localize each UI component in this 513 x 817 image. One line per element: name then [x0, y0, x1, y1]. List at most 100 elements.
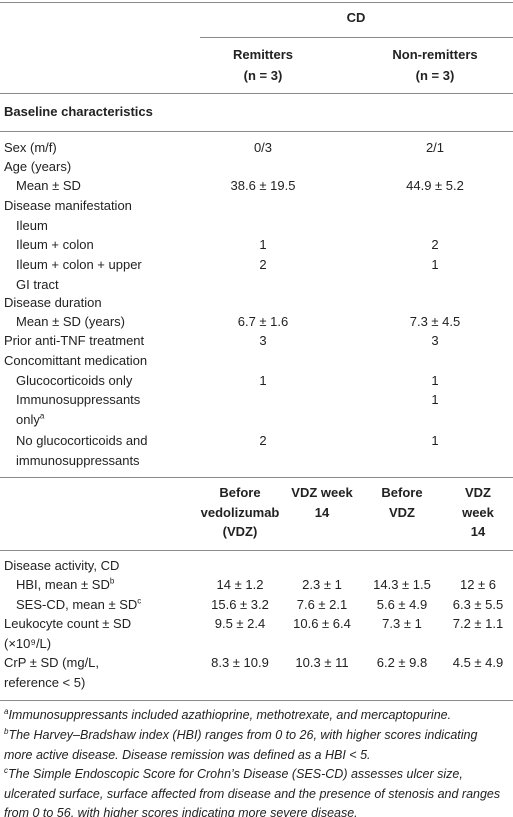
cell: 1 [259, 373, 267, 388]
section-title: Baseline characteristics [4, 104, 153, 119]
row-label: SES-CD, mean ± SDc [16, 595, 206, 615]
cell: 38.6 ± 19.5 [230, 178, 296, 193]
row-label: CrP ± SD (mg/L, reference < 5) [4, 653, 156, 692]
cell: 2 [259, 257, 267, 272]
footnote-mark: b [4, 726, 9, 736]
row-label: Mean ± SD (years) [16, 312, 216, 332]
cell: 7.2 ± 1.1 [452, 616, 504, 631]
footnote: bThe Harvey–Bradshaw index (HBI) ranges … [4, 726, 509, 765]
cell: 2 [431, 237, 439, 252]
row-label-text: SES-CD, mean ± SD [16, 597, 138, 612]
row-label: No glucocorticoids and immunosuppressant… [16, 431, 168, 470]
cell: 5.6 ± 4.9 [376, 597, 428, 612]
rule [0, 550, 513, 551]
cell: 7.6 ± 2.1 [296, 597, 348, 612]
rule [0, 700, 513, 701]
row-label: Disease duration [4, 293, 204, 313]
column-n: (n = 3) [415, 68, 455, 83]
cell: 2.3 ± 1 [302, 577, 342, 592]
rule [200, 37, 513, 38]
row-label-text: CrP ± SD (mg/L, reference < 5) [4, 655, 100, 690]
cell: 8.3 ± 10.9 [211, 655, 269, 670]
row-label: Concomittant medication [4, 351, 204, 371]
column-header: VDZ week 14 [291, 485, 353, 520]
row-label: Glucocorticoids only [16, 371, 216, 391]
cell: 3 [431, 333, 439, 348]
cell: 6.2 ± 9.8 [376, 655, 428, 670]
rule [0, 2, 513, 3]
cell: 1 [431, 373, 439, 388]
rule [0, 131, 513, 132]
row-label: Mean ± SD [16, 176, 216, 196]
cell: 15.6 ± 3.2 [211, 597, 269, 612]
row-label-text: Age (years) [4, 159, 72, 174]
cell: 14 ± 1.2 [216, 577, 264, 592]
cell: 6.3 ± 5.5 [452, 597, 504, 612]
cell: 1 [431, 392, 439, 407]
cell: 1 [431, 433, 439, 448]
column-header: Non-remitters [392, 47, 478, 62]
cell: 2/1 [425, 140, 445, 155]
group-header: CD [346, 10, 366, 25]
footnote-text: The Harvey–Bradshaw index (HBI) ranges f… [4, 728, 478, 762]
row-label: Prior anti-TNF treatment [4, 331, 204, 351]
column-header: Before VDZ [381, 485, 423, 520]
row-label: HBI, mean ± SDb [16, 575, 206, 595]
cell: 44.9 ± 5.2 [406, 178, 464, 193]
cell: 1 [431, 257, 439, 272]
row-label: Ileum [16, 216, 216, 236]
cell: 3 [259, 333, 267, 348]
cell: 9.5 ± 2.4 [214, 616, 266, 631]
rule [0, 477, 513, 478]
row-label-text: HBI, mean ± SD [16, 577, 110, 592]
row-label-text: Mean ± SD [16, 178, 81, 193]
cell: 7.3 ± 1 [382, 616, 422, 631]
footnote-mark: c [4, 765, 8, 775]
column-header: VDZ week 14 [462, 485, 494, 539]
footnote-text: The Simple Endoscopic Score for Crohn’s … [4, 767, 501, 817]
row-label: Leukocyte count ± SD (×10⁹/L) [4, 614, 176, 653]
row-label-text: Ileum + colon + upper GI tract [16, 257, 142, 292]
cell: 10.6 ± 6.4 [293, 616, 351, 631]
cell: 1 [259, 237, 267, 252]
footnote-mark: a [4, 706, 9, 716]
row-label-text: Disease duration [4, 295, 102, 310]
cell: 7.3 ± 4.5 [409, 314, 461, 329]
column-n: (n = 3) [243, 68, 283, 83]
footnote-text: Immunosuppressants included azathioprine… [8, 708, 452, 722]
cell: 12 ± 6 [459, 577, 497, 592]
column-header: Remitters [233, 47, 293, 62]
cell: 4.5 ± 4.9 [452, 655, 504, 670]
cell: 0/3 [253, 140, 273, 155]
row-label: Sex (m/f) [4, 138, 204, 158]
row-label-text: Ileum + colon [16, 237, 94, 252]
row-label: Age (years) [4, 157, 204, 177]
cell: 10.3 ± 11 [295, 655, 349, 670]
footnote-mark: c [137, 596, 142, 606]
footnote: cThe Simple Endoscopic Score for Crohn’s… [4, 765, 509, 817]
row-label-text: Ileum [16, 218, 48, 233]
row-label: Disease manifestation [4, 196, 204, 216]
footnote-mark: b [109, 576, 115, 586]
row-label: Immunosuppressants onlya [16, 390, 148, 429]
cell: 6.7 ± 1.6 [237, 314, 289, 329]
row-label-text: Leukocyte count ± SD (×10⁹/L) [4, 616, 132, 651]
row-label-text: Disease manifestation [4, 198, 132, 213]
cell: 2 [259, 433, 267, 448]
rule [0, 93, 513, 94]
column-header: Before vedolizumab (VDZ) [200, 485, 280, 539]
row-label-text: No glucocorticoids and immunosuppressant… [16, 433, 148, 468]
row-label-text: Sex (m/f) [4, 140, 57, 155]
row-label-text: Concomittant medication [4, 353, 148, 368]
row-label-text: Mean ± SD (years) [16, 314, 125, 329]
row-label: Ileum + colon + upper GI tract [16, 255, 158, 294]
row-label-text: Prior anti-TNF treatment [4, 333, 145, 348]
footnote-mark: a [39, 411, 45, 421]
row-label: Ileum + colon [16, 235, 216, 255]
footnote: aImmunosuppressants included azathioprin… [4, 706, 509, 726]
row-label-text: Disease activity, CD [4, 558, 120, 573]
row-label-text: Glucocorticoids only [16, 373, 133, 388]
cell: 14.3 ± 1.5 [373, 577, 431, 592]
row-label: Disease activity, CD [4, 556, 194, 576]
